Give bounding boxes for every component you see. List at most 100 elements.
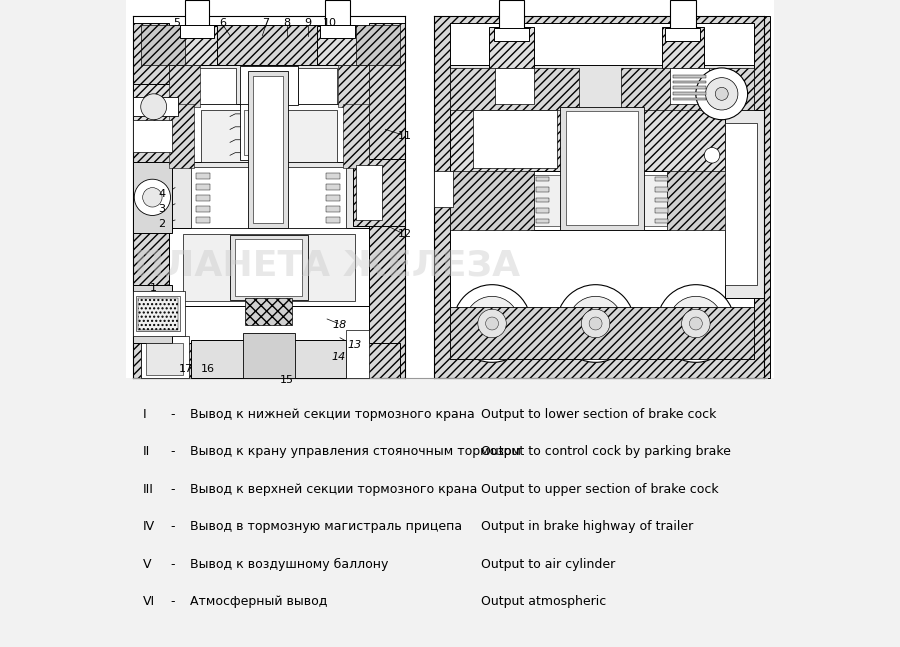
Text: -: - [171, 483, 176, 496]
Bar [343, 104, 369, 168]
Bar [191, 167, 346, 228]
Text: 10: 10 [323, 18, 338, 28]
Text: 12: 12 [398, 229, 412, 239]
Bar [369, 23, 405, 378]
Bar [320, 25, 355, 38]
Bar [244, 110, 270, 155]
Text: Вывод к крану управления стояночным тормозом: Вывод к крану управления стояночным торм… [190, 445, 521, 458]
Circle shape [669, 296, 723, 351]
Text: 13: 13 [347, 340, 362, 351]
Bar [560, 107, 644, 230]
Bar [133, 84, 172, 129]
Bar [133, 120, 172, 152]
Text: 8: 8 [284, 18, 291, 28]
Bar [622, 107, 754, 175]
Bar [450, 68, 580, 110]
Text: Вывод в тормозную магистраль прицепа: Вывод в тормозную магистраль прицепа [190, 520, 462, 533]
Bar [353, 159, 405, 226]
Text: -: - [171, 558, 176, 571]
Bar [450, 23, 754, 359]
Bar [198, 68, 237, 104]
Bar [434, 16, 770, 378]
Circle shape [465, 296, 519, 351]
Circle shape [689, 317, 702, 330]
Text: Output to control cock by parking brake: Output to control cock by parking brake [482, 445, 731, 458]
Bar [499, 0, 525, 31]
Bar [168, 65, 369, 343]
Bar [450, 307, 754, 359]
Bar [140, 343, 400, 378]
Bar [298, 68, 337, 104]
Bar [133, 97, 178, 116]
Bar [195, 195, 210, 201]
Bar [133, 285, 172, 343]
Circle shape [706, 78, 738, 110]
Bar [168, 162, 369, 233]
Text: -: - [171, 445, 176, 458]
Text: 15: 15 [280, 375, 294, 385]
Bar [180, 25, 214, 38]
Circle shape [478, 309, 507, 338]
Text: -: - [171, 595, 176, 608]
Bar [168, 104, 194, 168]
Bar [140, 25, 184, 65]
Bar [356, 25, 400, 65]
Bar [655, 198, 668, 202]
Bar [127, 378, 773, 647]
Text: 1: 1 [150, 283, 158, 293]
Bar [168, 65, 200, 107]
Text: IV: IV [143, 520, 155, 533]
Text: III: III [143, 483, 154, 496]
Text: 17: 17 [179, 364, 194, 374]
Text: V: V [143, 558, 151, 571]
Bar [248, 71, 288, 228]
Bar [489, 27, 534, 69]
Text: Output to lower section of brake cock: Output to lower section of brake cock [482, 408, 716, 421]
Bar [670, 0, 696, 31]
Text: Вывод к нижней секции тормозного крана: Вывод к нижней секции тормозного крана [190, 408, 474, 421]
Bar [670, 68, 709, 104]
Bar [665, 28, 700, 41]
Bar [253, 76, 284, 223]
Bar [494, 28, 529, 41]
Bar [622, 68, 754, 110]
Bar [667, 171, 754, 230]
Circle shape [657, 285, 734, 362]
Bar [673, 81, 706, 83]
Text: 4: 4 [158, 189, 166, 199]
Bar [326, 217, 340, 223]
Bar [195, 173, 210, 179]
Text: 7: 7 [262, 18, 269, 28]
Text: -: - [171, 520, 176, 533]
Bar [356, 165, 382, 220]
Circle shape [486, 317, 499, 330]
Bar [235, 239, 302, 296]
Bar [140, 336, 189, 378]
Circle shape [140, 94, 166, 120]
Bar [245, 298, 292, 325]
Bar [655, 177, 668, 181]
Text: 5: 5 [173, 18, 180, 28]
Text: 2: 2 [158, 219, 166, 229]
Bar [434, 0, 770, 378]
Bar [239, 104, 275, 160]
Text: Вывод к воздушному баллону: Вывод к воздушному баллону [190, 558, 388, 571]
Bar [536, 198, 549, 202]
Text: Output atmospheric: Output atmospheric [482, 595, 607, 608]
Text: Output to air cylinder: Output to air cylinder [482, 558, 616, 571]
Text: 6: 6 [219, 18, 226, 28]
Circle shape [681, 309, 710, 338]
Text: Output in brake highway of trailer: Output in brake highway of trailer [482, 520, 693, 533]
Bar [195, 184, 210, 190]
Bar [325, 0, 350, 27]
Bar [655, 219, 668, 223]
Text: 9: 9 [304, 18, 311, 28]
Bar [326, 184, 340, 190]
Bar [534, 175, 667, 226]
Circle shape [581, 309, 610, 338]
Bar [450, 65, 754, 110]
Bar [184, 234, 355, 301]
Bar [191, 340, 346, 378]
Bar [536, 208, 549, 213]
Bar [450, 226, 754, 311]
